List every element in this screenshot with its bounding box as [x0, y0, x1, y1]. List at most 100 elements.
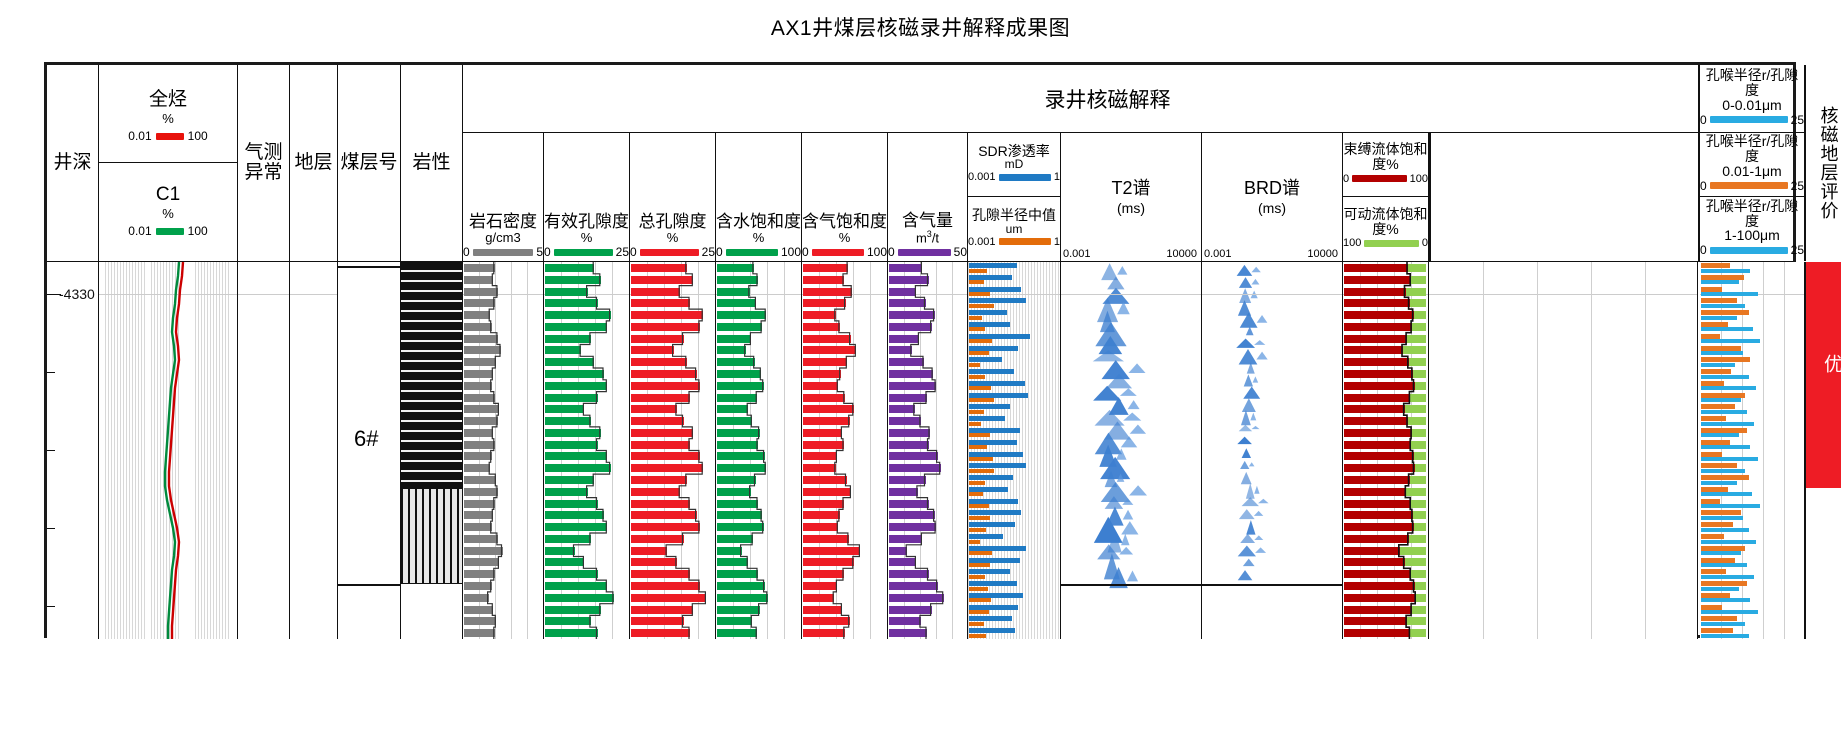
track-gas-saturation[interactable]: [802, 262, 888, 639]
track-gas-content[interactable]: [888, 262, 968, 639]
effective-porosity-name: 有效孔隙度: [544, 211, 629, 231]
track-depth[interactable]: -4330: [47, 262, 99, 639]
total-hydrocarbon-min: 0.01: [128, 129, 152, 143]
effective-porosity-swatch: [553, 248, 613, 256]
spectrum-peak: [1098, 336, 1123, 355]
track-water-saturation[interactable]: [716, 262, 802, 639]
log-bar: [717, 275, 758, 284]
header-row: 井深 全烃 % 0.01 100 C1 % 0.01: [47, 65, 1839, 261]
log-bar: [717, 263, 754, 272]
throat-c-bar: [1701, 303, 1745, 308]
header-nmr-evaluation-label: 核磁地层评价: [1818, 106, 1839, 220]
bound-fluid-bar: [1344, 499, 1412, 508]
depth-tick: [47, 606, 55, 607]
track-coal-seam-no[interactable]: 6#: [338, 262, 401, 639]
bound-fluid-bar: [1344, 417, 1408, 425]
log-bar: [889, 523, 937, 532]
log-bar: [889, 263, 923, 272]
log-bar: [717, 487, 751, 496]
throat-b-bar: [1701, 592, 1730, 598]
throat-b-bar: [1701, 286, 1722, 292]
bound-fluid-bar: [1344, 593, 1417, 602]
track-fluid-saturation[interactable]: [1343, 262, 1429, 639]
bound-fluid-bar: [1344, 558, 1405, 567]
track-total-porosity[interactable]: [630, 262, 716, 639]
spectrum-peak: [1123, 412, 1142, 421]
movable-fluid-bar: [1404, 405, 1426, 414]
track-gas-log[interactable]: [99, 262, 238, 639]
throat-c-bar: [1701, 280, 1739, 285]
bound-fluid-bar: [1344, 523, 1414, 532]
pore-radius-bar: [969, 351, 989, 355]
track-rock-density[interactable]: [463, 262, 544, 639]
lithology-coal-pattern: [401, 262, 462, 488]
sdr-perm-bar: [969, 263, 1017, 268]
track-formation[interactable]: [290, 262, 338, 639]
pore-radius-bar: [969, 480, 986, 485]
bound-fluid-bar: [1344, 275, 1412, 284]
spectrum-peak: [1107, 529, 1122, 553]
log-bar: [803, 346, 857, 355]
throat-c-bar: [1701, 539, 1757, 544]
log-bar: [464, 523, 492, 532]
log-bar: [717, 393, 758, 402]
throat-c-bar: [1701, 362, 1736, 367]
log-bar: [889, 570, 929, 579]
log-bar: [545, 523, 608, 532]
sdr-perm-bar: [969, 333, 1030, 339]
log-bar: [631, 299, 690, 308]
brd-spectrum-max: 10000: [1307, 248, 1338, 260]
movable-fluid-bar: [1416, 593, 1426, 602]
spectrum-peak: [1127, 400, 1140, 410]
log-bar: [464, 605, 494, 614]
track-throat-radius[interactable]: [1700, 262, 1805, 639]
water-saturation-name: 含水饱和度: [716, 211, 801, 231]
throat-c-bar: [1701, 610, 1758, 615]
log-bar: [889, 334, 920, 343]
movable-fluid-bar: [1408, 534, 1426, 543]
log-bar: [545, 464, 611, 473]
spectrum-peak: [1117, 265, 1128, 275]
log-bar: [889, 393, 927, 402]
log-bar: [717, 617, 753, 626]
spectrum-peak: [1251, 266, 1261, 273]
track-nmr-evaluation[interactable]: 优: [1805, 262, 1841, 639]
spectrum-peak: [1248, 462, 1255, 467]
spectrum-peak: [1107, 276, 1125, 290]
log-bar: [889, 476, 926, 484]
depth-tick: [47, 450, 55, 451]
throat-b-bar: [1701, 369, 1732, 374]
track-brd-spectrum[interactable]: [1202, 262, 1343, 639]
log-bar: [631, 275, 694, 284]
pore-radius-bar: [969, 563, 990, 567]
spectrum-peak: [1246, 520, 1256, 535]
log-bar: [464, 582, 492, 590]
log-bar: [464, 369, 494, 378]
water-saturation-unit: %: [752, 230, 765, 245]
total-hydrocarbon-name: 全烃: [148, 89, 187, 110]
throat-c-name: 孔喉半径r/孔隙度: [1705, 197, 1799, 229]
log-bar: [889, 499, 929, 508]
log-bar: [464, 346, 501, 355]
track-gas-anomaly[interactable]: [238, 262, 290, 639]
header-depth-label: 井深: [53, 152, 92, 174]
throat-c-bar: [1701, 480, 1738, 485]
c1-swatch: [155, 227, 184, 235]
track-blank[interactable]: [1429, 262, 1698, 639]
pore-radius-bar: [969, 598, 992, 603]
track-lithology[interactable]: [401, 262, 463, 639]
track-effective-porosity[interactable]: [544, 262, 630, 639]
log-bar: [803, 534, 849, 543]
log-body: -4330: [47, 261, 1841, 639]
bound-fluid-bar: [1344, 534, 1409, 543]
log-bar: [464, 593, 489, 602]
pore-radius-bar: [969, 362, 981, 367]
header-brd-spectrum: BRD谱 (ms) 0.001 10000: [1202, 133, 1343, 261]
track-sdr-pore[interactable]: [968, 262, 1061, 639]
throat-b-bar: [1701, 569, 1726, 575]
pore-radius-bar: [969, 292, 991, 297]
track-t2-spectrum[interactable]: [1061, 262, 1202, 639]
rock-density-unit: g/cm3: [485, 230, 521, 245]
bound-fluid-min: 0: [1343, 172, 1350, 185]
total-porosity-min: 0: [630, 245, 637, 259]
